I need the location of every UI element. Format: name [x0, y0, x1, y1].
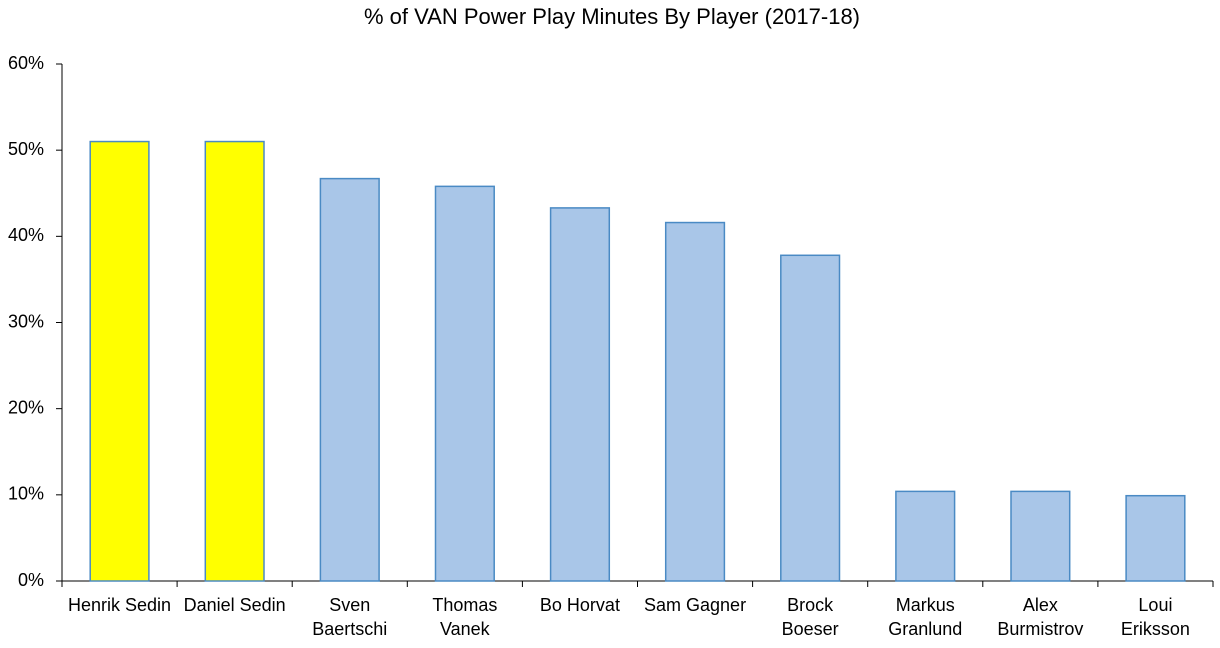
- y-tick-label: 30%: [8, 311, 44, 331]
- bar: [89, 140, 150, 582]
- y-tick-label: 10%: [8, 484, 44, 504]
- x-tick-label: Brock Boeser: [781, 595, 839, 639]
- y-tick-label: 0%: [18, 570, 44, 590]
- chart-title: % of VAN Power Play Minutes By Player (2…: [364, 4, 860, 29]
- x-tick-label: Bo Horvat: [539, 595, 620, 615]
- x-tick-label: Sam Gagner: [644, 595, 747, 615]
- bar: [549, 207, 611, 582]
- x-tick-label: Daniel Sedin: [183, 595, 286, 615]
- bar: [434, 185, 495, 582]
- bar: [664, 221, 726, 582]
- bar: [895, 490, 956, 582]
- y-tick-label: 40%: [8, 225, 44, 245]
- bar: [319, 177, 380, 582]
- y-tick-label: 60%: [8, 53, 44, 73]
- bar: [1010, 490, 1071, 582]
- bar: [780, 254, 841, 582]
- x-tick-label: Sven Baertschi: [312, 595, 388, 639]
- y-tick-label: 50%: [8, 139, 44, 159]
- x-tick-label: Loui Eriksson: [1120, 595, 1190, 639]
- x-tick-label: Markus Granlund: [888, 595, 963, 639]
- x-tick-label: Henrik Sedin: [68, 595, 172, 615]
- y-tick-label: 20%: [8, 397, 44, 417]
- x-tick-label: Thomas Vanek: [432, 595, 498, 639]
- bar: [204, 140, 265, 582]
- x-tick-label: Alex Burmistrov: [997, 595, 1084, 639]
- bar: [1125, 494, 1186, 582]
